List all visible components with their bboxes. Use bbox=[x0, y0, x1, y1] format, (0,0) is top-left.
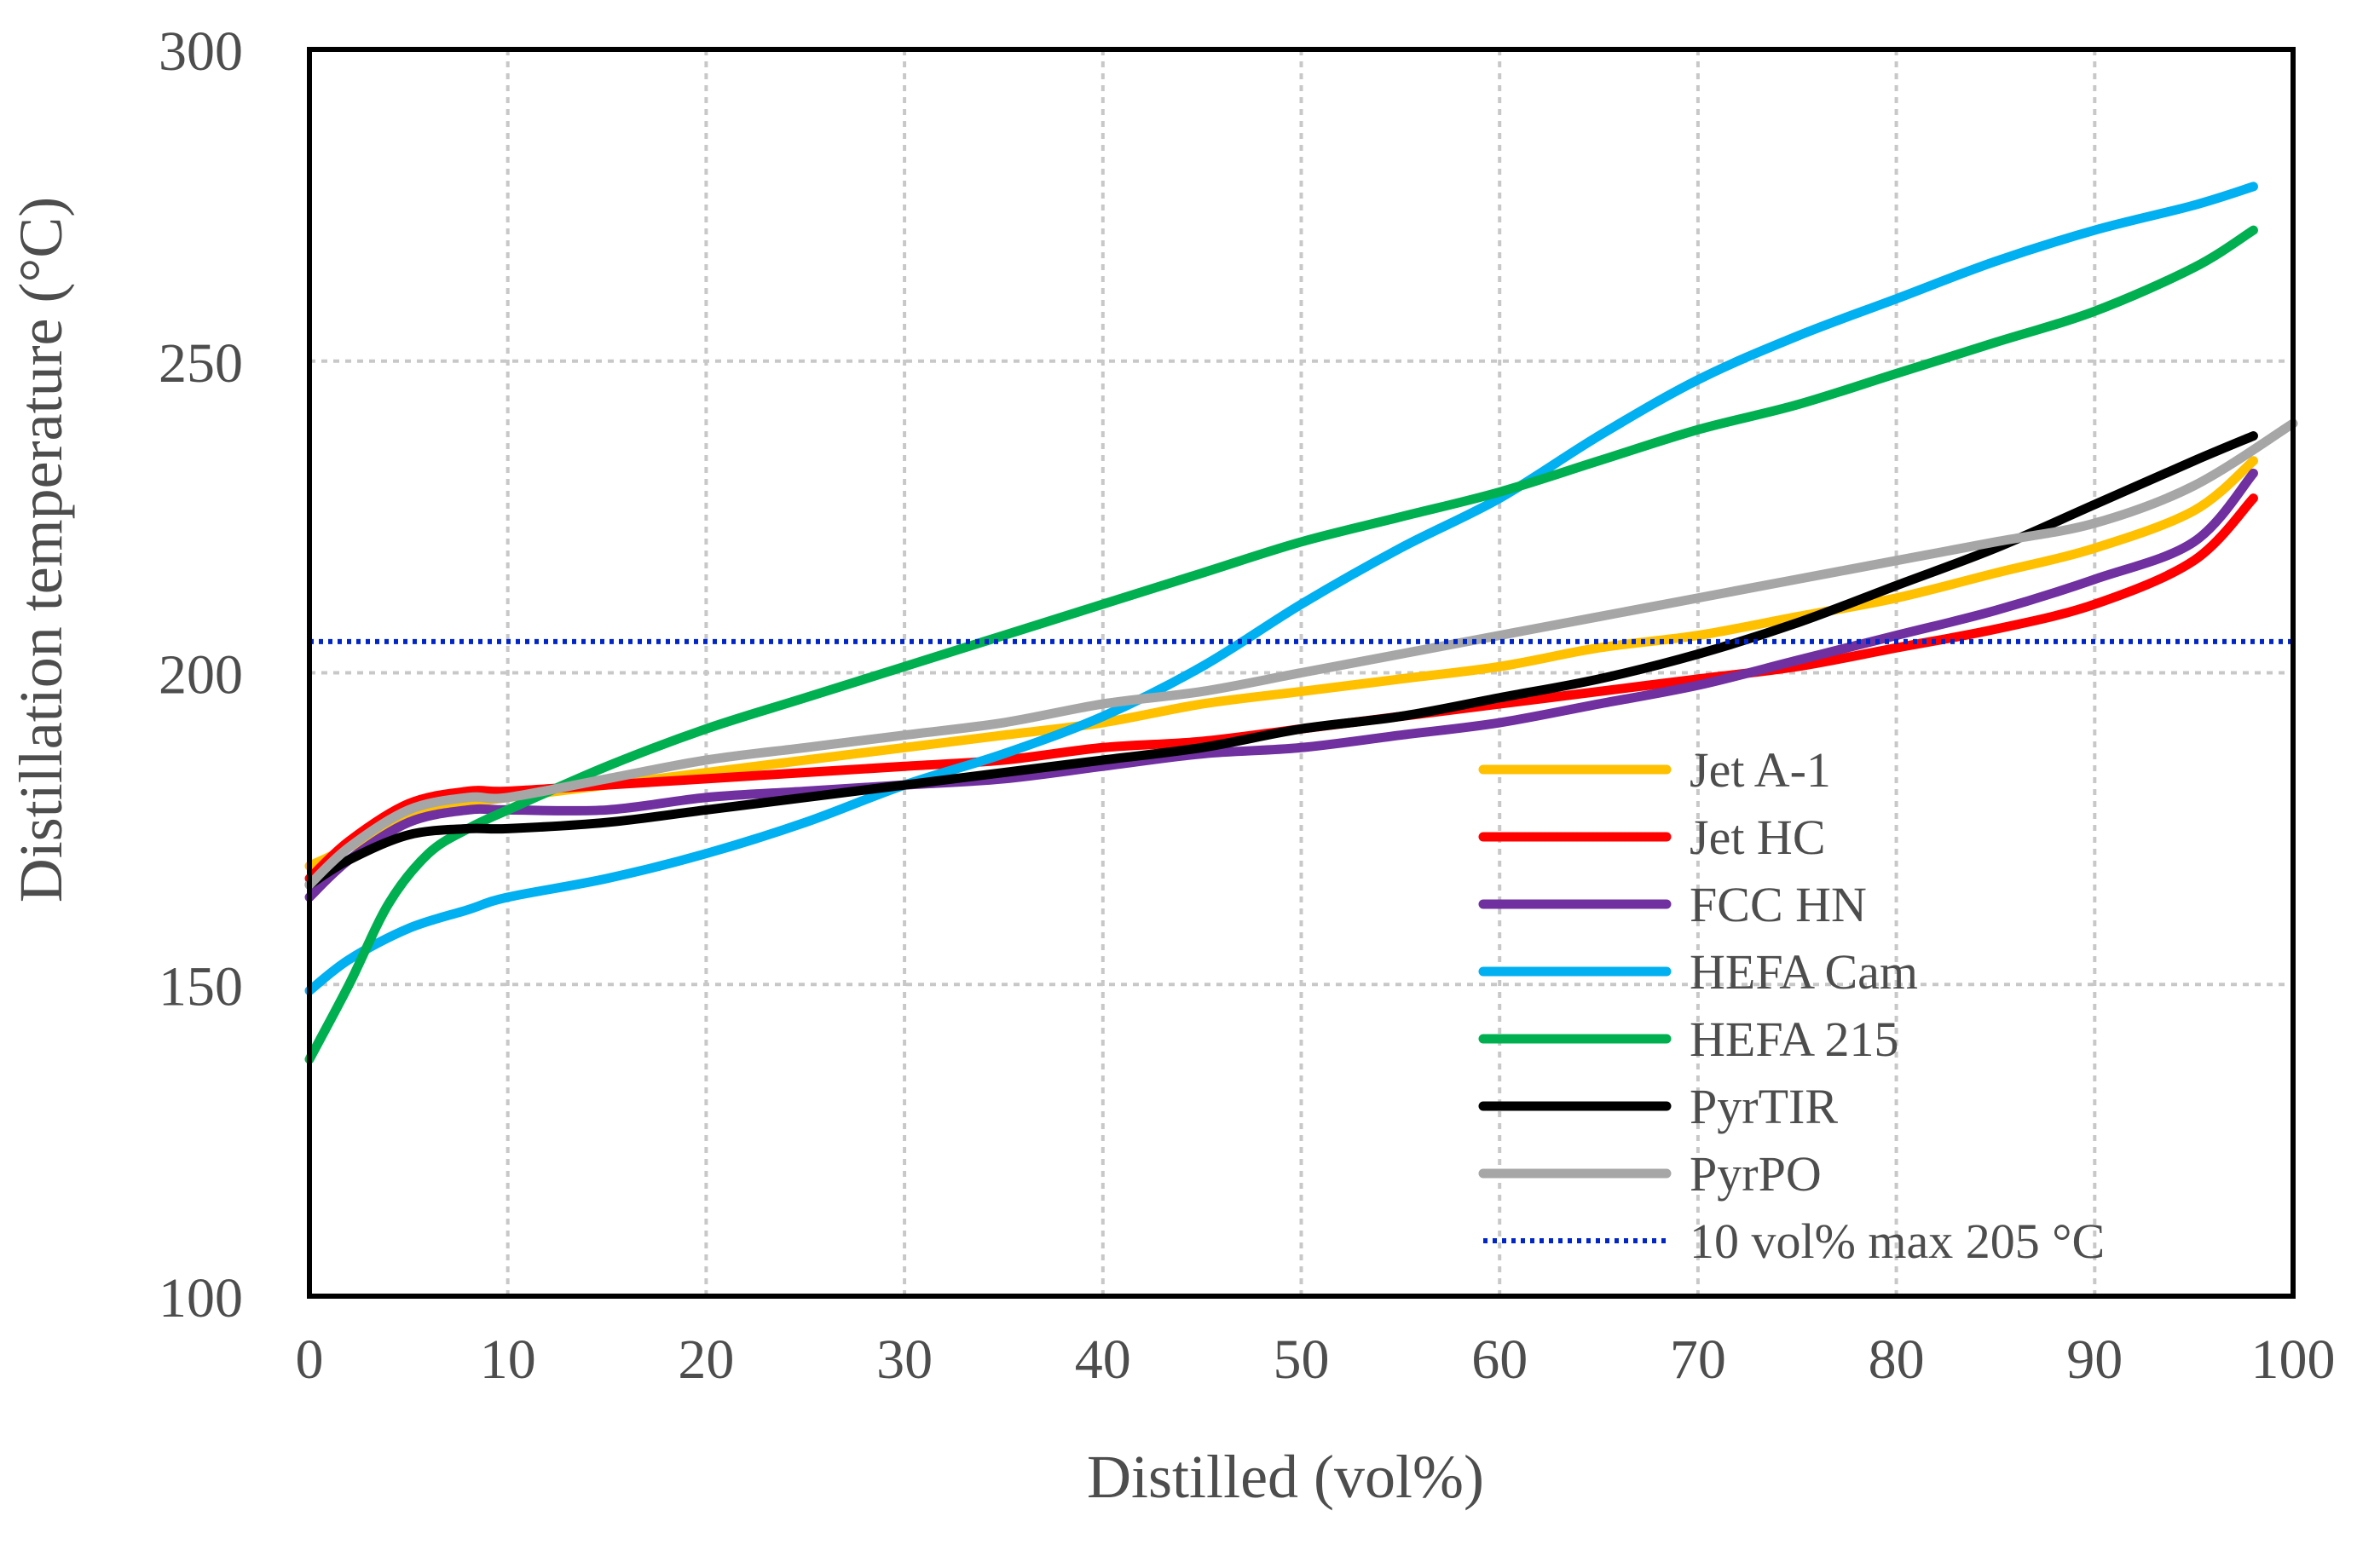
x-tick-label: 70 bbox=[1670, 1329, 1726, 1391]
legend-label: FCC HN bbox=[1690, 877, 1867, 932]
y-tick-label: 250 bbox=[159, 332, 243, 395]
y-axis-tick-labels: 100 150 200 250 300 bbox=[159, 20, 243, 1329]
legend-label: HEFA 215 bbox=[1690, 1012, 1898, 1067]
series-line-pyrpo bbox=[304, 418, 2298, 890]
legend-label: Jet A-1 bbox=[1690, 742, 1831, 798]
x-tick-label: 20 bbox=[678, 1329, 734, 1391]
x-tick-label: 30 bbox=[876, 1329, 933, 1391]
x-tick-label: 40 bbox=[1075, 1329, 1131, 1391]
series-line-hefa-215 bbox=[304, 225, 2258, 1064]
legend-label: Jet HC bbox=[1690, 810, 1826, 865]
legend: Jet A-1 Jet HC FCC HN HEFA Cam HEFA 215 PyrTI… bbox=[1478, 742, 2105, 1269]
legend-label: HEFA Cam bbox=[1690, 944, 1918, 1000]
legend-label: PyrTIR bbox=[1690, 1079, 1838, 1134]
series-line-pyrtir bbox=[304, 431, 2258, 890]
x-tick-label: 10 bbox=[480, 1329, 536, 1391]
x-tick-label: 50 bbox=[1274, 1329, 1330, 1391]
x-tick-label: 60 bbox=[1471, 1329, 1528, 1391]
x-tick-label: 0 bbox=[296, 1329, 324, 1391]
x-tick-label: 90 bbox=[2066, 1329, 2123, 1391]
x-tick-label: 80 bbox=[1869, 1329, 1925, 1391]
series-line-fcc-hn bbox=[304, 468, 2258, 902]
legend-label: 10 vol% max 205 °C bbox=[1690, 1213, 2105, 1269]
y-tick-label: 100 bbox=[159, 1267, 243, 1329]
x-tick-label: 100 bbox=[2251, 1329, 2336, 1391]
series-line-hefa-cam bbox=[304, 182, 2258, 996]
series-lines bbox=[304, 182, 2298, 1064]
x-axis-tick-labels: 0 10 20 30 40 50 60 70 80 90 100 bbox=[296, 1329, 2336, 1391]
y-tick-label: 300 bbox=[159, 20, 243, 83]
plot-area-frame bbox=[307, 47, 2296, 1299]
y-tick-label: 150 bbox=[159, 955, 243, 1017]
legend-label: PyrPO bbox=[1690, 1146, 1822, 1202]
y-axis-title: Distillation temperature (°C) bbox=[7, 197, 75, 903]
series-line-jet-a-1 bbox=[304, 456, 2258, 871]
x-axis-title: Distilled (vol%) bbox=[1087, 1443, 1484, 1511]
y-tick-label: 200 bbox=[159, 644, 243, 706]
